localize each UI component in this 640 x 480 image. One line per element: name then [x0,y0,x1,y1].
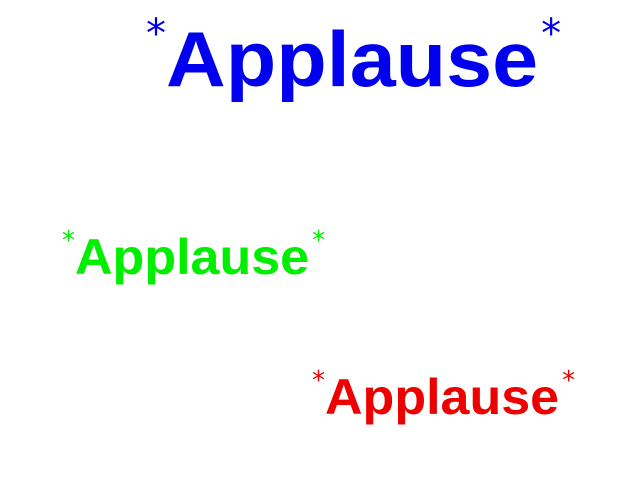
applause-label-red: *Applause * [312,368,575,425]
asterisk-suffix-icon: * [562,366,576,396]
applause-label-blue: *Applause* [146,14,561,103]
applause-text: Applause [166,15,539,103]
asterisk-prefix-icon: * [146,11,166,57]
asterisk-suffix-icon: * [312,226,326,256]
asterisk-prefix-icon: * [62,226,75,256]
asterisk-suffix-icon: * [541,11,562,57]
asterisk-prefix-icon: * [312,366,325,396]
applause-text: Applause [75,229,310,285]
applause-label-green: *Applause * [62,228,325,285]
applause-text: Applause [325,369,560,425]
